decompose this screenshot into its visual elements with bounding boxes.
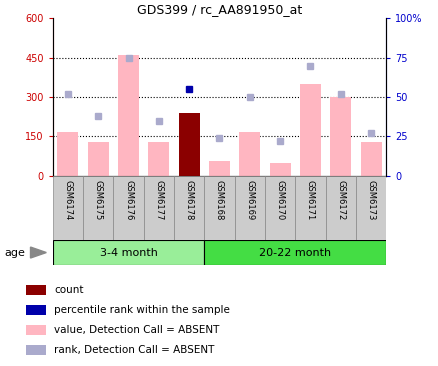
Text: age: age (4, 247, 25, 258)
Bar (113, 176, 143, 240)
Bar (329, 97, 351, 176)
Text: value, Detection Call = ABSENT: value, Detection Call = ABSENT (54, 325, 219, 335)
Bar (295, 176, 325, 240)
Bar (57, 132, 78, 176)
Bar (269, 163, 290, 176)
Bar (234, 176, 265, 240)
Bar (26, 345, 46, 355)
Bar (265, 176, 295, 240)
Bar (143, 176, 173, 240)
Text: count: count (54, 285, 84, 295)
Bar (53, 176, 83, 240)
Bar (26, 285, 46, 295)
Bar (26, 325, 46, 335)
Text: 20-22 month: 20-22 month (259, 247, 331, 258)
Bar (26, 305, 46, 315)
Bar (148, 142, 169, 176)
Bar (173, 176, 204, 240)
Text: GSM6168: GSM6168 (215, 180, 223, 221)
Bar (178, 113, 199, 176)
Text: GSM6174: GSM6174 (63, 180, 72, 220)
Text: GSM6178: GSM6178 (184, 180, 193, 221)
Text: GSM6170: GSM6170 (275, 180, 284, 220)
Bar (325, 176, 355, 240)
Title: GDS399 / rc_AA891950_at: GDS399 / rc_AA891950_at (137, 3, 301, 16)
Text: 3-4 month: 3-4 month (99, 247, 157, 258)
Bar (239, 132, 260, 176)
Text: GSM6171: GSM6171 (305, 180, 314, 220)
Bar (360, 142, 381, 176)
Text: GSM6176: GSM6176 (124, 180, 133, 221)
Text: percentile rank within the sample: percentile rank within the sample (54, 305, 230, 315)
Bar (204, 176, 234, 240)
Bar (53, 240, 204, 265)
Text: GSM6172: GSM6172 (336, 180, 345, 220)
Text: rank, Detection Call = ABSENT: rank, Detection Call = ABSENT (54, 345, 214, 355)
Text: GSM6173: GSM6173 (366, 180, 375, 221)
Bar (204, 240, 385, 265)
Text: GSM6169: GSM6169 (245, 180, 254, 220)
Bar (208, 161, 230, 176)
Bar (83, 176, 113, 240)
Bar (87, 142, 109, 176)
Text: GSM6177: GSM6177 (154, 180, 163, 221)
Bar (299, 84, 320, 176)
Text: GSM6175: GSM6175 (93, 180, 102, 220)
Bar (118, 55, 139, 176)
Bar (355, 176, 385, 240)
Polygon shape (31, 247, 46, 258)
